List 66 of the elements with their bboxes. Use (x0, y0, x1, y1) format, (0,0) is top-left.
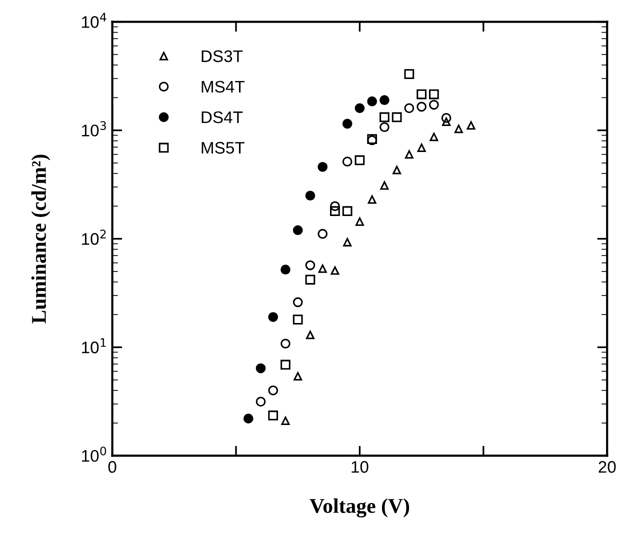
point (318, 162, 328, 172)
point (330, 266, 340, 275)
point (343, 238, 352, 246)
point (330, 206, 340, 216)
point (367, 96, 378, 106)
point (354, 103, 365, 114)
point (318, 228, 328, 239)
point (354, 155, 365, 166)
point (280, 360, 290, 370)
y-tick-label: 10$^{1}$ (82, 338, 106, 354)
legend-label: MS4T (202, 80, 244, 93)
point (280, 338, 290, 349)
point (268, 312, 278, 322)
point (355, 217, 364, 226)
legend-label: DS4T (202, 111, 243, 124)
point (318, 264, 327, 273)
point (380, 181, 389, 190)
point (305, 260, 316, 270)
point (380, 95, 390, 106)
point (330, 201, 340, 212)
point (442, 117, 451, 126)
y-tick-label: 10$^{0}$ (82, 446, 106, 462)
point (380, 112, 390, 122)
point (305, 274, 316, 285)
point (256, 396, 266, 407)
point (454, 124, 463, 134)
point (268, 385, 278, 396)
point (466, 121, 476, 130)
point (368, 195, 376, 204)
point (430, 132, 438, 142)
point (404, 103, 414, 114)
point (292, 225, 303, 236)
point (342, 206, 352, 216)
point (342, 156, 352, 167)
point (306, 330, 314, 340)
y-tick-label: 10$^{3}$ (82, 121, 106, 136)
x-tick-label: 10 (352, 461, 368, 473)
point (281, 416, 290, 425)
point (243, 414, 254, 424)
point (416, 102, 426, 112)
point (268, 410, 278, 420)
legend-label: DS3T (202, 50, 243, 62)
point (294, 372, 302, 381)
y-axis-title: Luminance (cd/m²) (31, 154, 50, 324)
y-tick-label: 10$^{2}$ (82, 230, 106, 245)
point (256, 363, 266, 374)
y-tick-label: 10$^{4}$ (82, 12, 106, 28)
point (292, 314, 303, 324)
point (280, 264, 290, 275)
point (404, 69, 414, 80)
point (441, 113, 452, 123)
point (417, 144, 426, 152)
point (429, 89, 439, 100)
x-axis-title: Voltage (V) (310, 498, 410, 518)
point (392, 112, 402, 122)
point (429, 100, 439, 110)
point (342, 118, 352, 129)
x-tick-label: 0 (108, 461, 116, 473)
point (404, 150, 414, 159)
point (380, 122, 390, 132)
point (292, 297, 303, 308)
legend-label: MS5T (202, 142, 244, 154)
point (392, 166, 402, 174)
x-tick-label: 20 (598, 461, 616, 473)
point (416, 89, 426, 100)
point (305, 190, 316, 201)
